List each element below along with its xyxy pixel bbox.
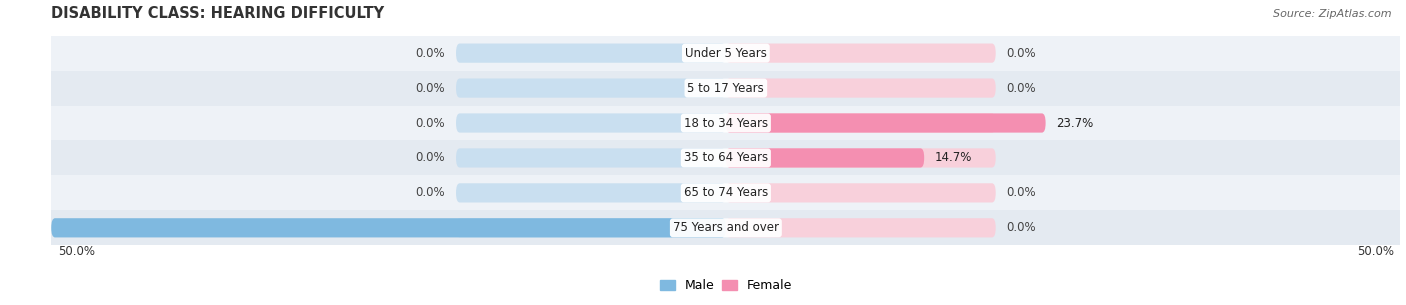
Text: 50.0%: 50.0% — [3, 221, 41, 234]
FancyBboxPatch shape — [456, 183, 725, 203]
Text: 0.0%: 0.0% — [416, 47, 446, 59]
FancyBboxPatch shape — [456, 44, 725, 63]
FancyBboxPatch shape — [725, 113, 1046, 133]
Text: DISABILITY CLASS: HEARING DIFFICULTY: DISABILITY CLASS: HEARING DIFFICULTY — [51, 5, 384, 20]
Text: 0.0%: 0.0% — [416, 152, 446, 164]
Text: Under 5 Years: Under 5 Years — [685, 47, 766, 59]
Bar — [51, 210, 1400, 245]
Text: 0.0%: 0.0% — [1007, 47, 1036, 59]
FancyBboxPatch shape — [456, 113, 725, 133]
Text: 50.0%: 50.0% — [1357, 245, 1393, 258]
FancyBboxPatch shape — [456, 218, 725, 237]
Legend: Male, Female: Male, Female — [655, 274, 797, 297]
Bar — [51, 36, 1400, 70]
Text: Source: ZipAtlas.com: Source: ZipAtlas.com — [1274, 9, 1392, 19]
Text: 0.0%: 0.0% — [416, 117, 446, 130]
FancyBboxPatch shape — [725, 183, 995, 203]
Text: 23.7%: 23.7% — [1056, 117, 1094, 130]
FancyBboxPatch shape — [725, 218, 995, 237]
Text: 0.0%: 0.0% — [416, 186, 446, 199]
Text: 35 to 64 Years: 35 to 64 Years — [683, 152, 768, 164]
FancyBboxPatch shape — [725, 148, 924, 167]
Text: 0.0%: 0.0% — [416, 81, 446, 95]
Bar — [51, 141, 1400, 175]
FancyBboxPatch shape — [725, 78, 995, 98]
FancyBboxPatch shape — [51, 218, 725, 237]
FancyBboxPatch shape — [725, 113, 995, 133]
Text: 50.0%: 50.0% — [58, 245, 96, 258]
FancyBboxPatch shape — [725, 44, 995, 63]
Text: 0.0%: 0.0% — [1007, 221, 1036, 234]
Bar — [51, 106, 1400, 141]
Bar — [51, 175, 1400, 210]
Text: 65 to 74 Years: 65 to 74 Years — [683, 186, 768, 199]
FancyBboxPatch shape — [725, 148, 995, 167]
FancyBboxPatch shape — [456, 148, 725, 167]
FancyBboxPatch shape — [456, 78, 725, 98]
Text: 0.0%: 0.0% — [1007, 186, 1036, 199]
Text: 5 to 17 Years: 5 to 17 Years — [688, 81, 765, 95]
Bar — [51, 70, 1400, 106]
Text: 0.0%: 0.0% — [1007, 81, 1036, 95]
Text: 75 Years and over: 75 Years and over — [673, 221, 779, 234]
Text: 14.7%: 14.7% — [935, 152, 973, 164]
Text: 18 to 34 Years: 18 to 34 Years — [683, 117, 768, 130]
